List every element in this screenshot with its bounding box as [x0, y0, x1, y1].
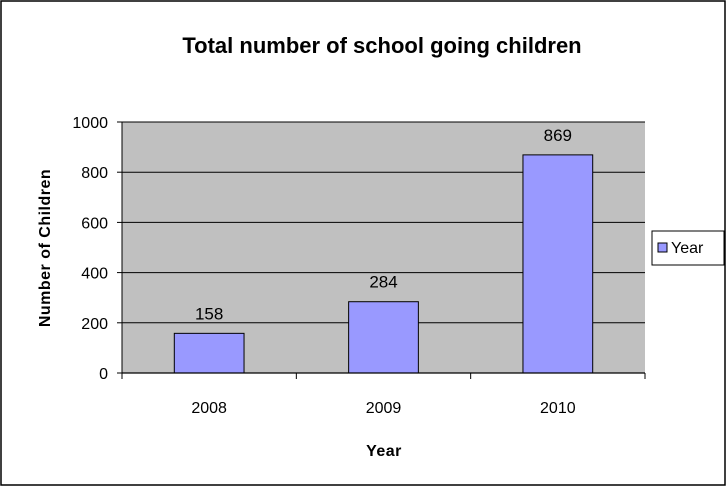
bar-2009	[348, 301, 419, 374]
y-tick-label: 400	[81, 266, 108, 283]
y-tick-label: 200	[81, 316, 108, 333]
bars	[173, 154, 594, 374]
y-tick-label: 600	[81, 215, 108, 232]
tick-labels: 0 200 400 600 800 1000 2008 2009 2010	[72, 115, 575, 417]
data-label-2008: 158	[195, 304, 223, 323]
x-tick-label-2008: 2008	[191, 400, 227, 417]
y-tick-label: 0	[99, 366, 108, 383]
data-label-2010: 869	[544, 126, 572, 145]
x-tick-label-2009: 2009	[366, 400, 402, 417]
chart-title: Total number of school going children	[182, 33, 581, 58]
legend: Year	[651, 230, 725, 266]
legend-swatch	[657, 242, 668, 253]
data-label-2009: 284	[369, 273, 397, 292]
x-axis-title: Year	[366, 443, 402, 460]
y-axis-title: Number of Children	[37, 169, 54, 327]
y-tick-label: 1000	[72, 115, 108, 132]
bar-2010	[522, 154, 594, 374]
axes	[121, 122, 646, 379]
x-tick-label-2010: 2010	[540, 400, 576, 417]
bar-2008	[173, 332, 245, 374]
y-tick-label: 800	[81, 165, 108, 182]
data-labels: 158 284 869	[195, 126, 572, 323]
legend-label: Year	[671, 240, 704, 257]
